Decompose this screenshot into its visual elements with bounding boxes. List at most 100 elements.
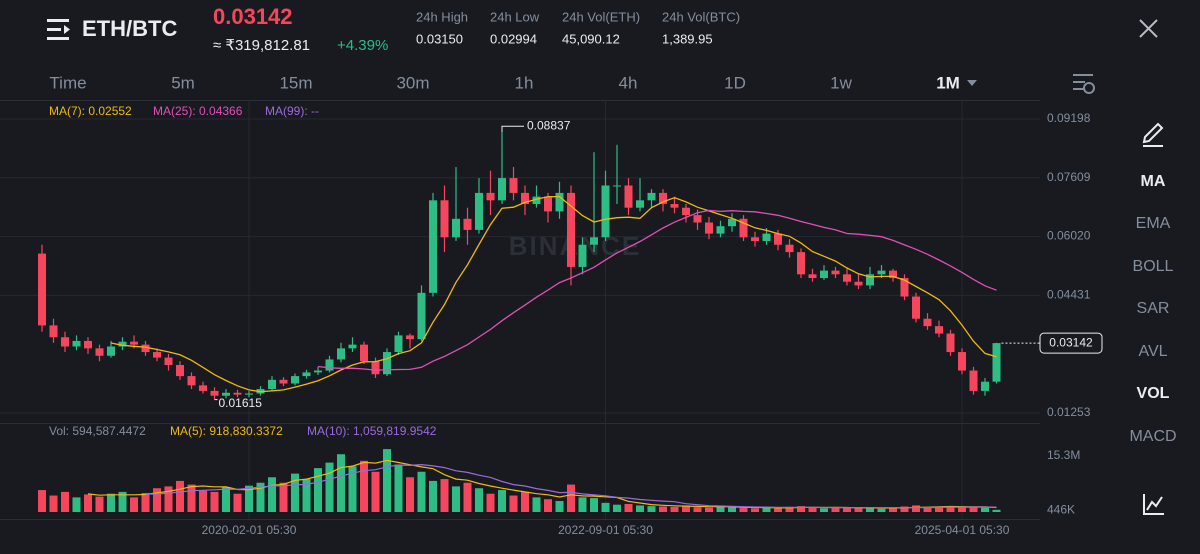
volume-bar: [153, 488, 161, 512]
candle-body: [647, 192, 656, 201]
volume-bar: [544, 499, 552, 512]
interval-tab[interactable]: 1M: [936, 73, 960, 92]
candle-body: [716, 226, 725, 234]
volume-bar: [463, 482, 472, 512]
interval-tab[interactable]: 1h: [515, 73, 534, 92]
candle-body: [659, 192, 667, 205]
indicator-option[interactable]: SAR: [1137, 300, 1170, 317]
candle-body: [797, 252, 805, 275]
volume-bar: [279, 482, 288, 512]
interval-tab[interactable]: 1D: [724, 73, 746, 92]
vol-legend: MA(5): 918,830.3372: [170, 424, 283, 438]
candle-body: [406, 335, 414, 340]
chart-settings-icon[interactable]: [1073, 74, 1095, 94]
candle-body: [889, 270, 897, 279]
x-tick-label: 2025-04-01 05:30: [915, 523, 1010, 537]
indicator-option[interactable]: AVL: [1138, 343, 1167, 360]
volume-bar: [394, 464, 403, 512]
volume-bar: [84, 494, 92, 512]
interval-tab[interactable]: Time: [49, 73, 86, 92]
indicator-option[interactable]: MACD: [1129, 428, 1176, 445]
volume-bar: [406, 477, 414, 512]
candle-body: [486, 192, 495, 201]
vol-ma-line: [145, 463, 997, 509]
volume-bar: [590, 498, 598, 512]
close-icon: [1139, 19, 1158, 38]
vol-legend: Vol: 594,587.4472: [49, 424, 146, 438]
draw-tool-icon[interactable]: [1142, 122, 1164, 147]
fiat-price: ≈ ₹319,812.81: [213, 37, 310, 54]
menu-bar: [47, 28, 61, 31]
panel-border: [0, 100, 1040, 101]
volume-bar: [739, 507, 748, 512]
volume-bar: [49, 495, 58, 512]
volume-bar: [475, 488, 483, 512]
candle-body: [84, 340, 92, 349]
candle-body: [463, 218, 472, 230]
candle-body: [693, 215, 702, 223]
price-tick-label: 0.06020: [1047, 229, 1091, 243]
interval-tab[interactable]: 15m: [279, 73, 312, 92]
ma-legend: MA(7): 0.02552: [49, 104, 132, 118]
candle-body: [601, 185, 610, 238]
low-label: 0.01615: [219, 396, 263, 410]
candle-body: [360, 344, 368, 362]
candle-body: [532, 196, 541, 205]
candle-body: [417, 292, 426, 340]
interval-tab[interactable]: 30m: [396, 73, 429, 92]
price-tick-label: 0.04431: [1047, 288, 1091, 302]
volume-bar: [440, 479, 449, 512]
pair[interactable]: ETH/BTC: [82, 16, 177, 41]
close-button[interactable]: [1139, 19, 1158, 38]
menu-arrow: [64, 25, 70, 34]
indicator-option[interactable]: BOLL: [1133, 258, 1174, 275]
interval-tab[interactable]: 1w: [830, 73, 852, 92]
volume-bar: [118, 491, 127, 512]
volume-bar: [636, 505, 644, 512]
candle-body: [38, 253, 46, 326]
candle-body: [245, 393, 253, 395]
volume-bar: [337, 454, 345, 512]
volume-bar: [728, 507, 736, 512]
candle-body: [877, 270, 886, 275]
candle-body: [141, 344, 150, 353]
indicator-option[interactable]: EMA: [1136, 215, 1171, 232]
ma-legend: MA(99): --: [265, 104, 319, 118]
ma-legend: MA(25): 0.04366: [153, 104, 243, 118]
candle-body: [348, 344, 357, 349]
volume-bar: [647, 506, 656, 512]
candle-body: [900, 278, 909, 297]
candle-body: [774, 233, 782, 245]
indicator-option[interactable]: MA: [1141, 173, 1166, 190]
volume-bar: [946, 506, 955, 512]
indicator-option[interactable]: VOL: [1137, 385, 1170, 402]
candle-body: [739, 218, 748, 238]
volume-bar: [659, 506, 667, 512]
interval-tab[interactable]: 4h: [619, 73, 638, 92]
volume-bar: [912, 505, 920, 512]
volume-bar: [889, 507, 897, 512]
menu-icon[interactable]: [47, 19, 70, 40]
candle-body: [958, 352, 966, 371]
candle-body: [61, 337, 69, 347]
candle-body: [371, 361, 380, 375]
candle-body: [337, 348, 345, 360]
pen: [1142, 122, 1164, 147]
candle-body: [578, 244, 587, 267]
candle-body: [210, 390, 219, 396]
volume-bar: [72, 497, 81, 512]
volume-bar: [843, 507, 851, 512]
candle-body: [682, 207, 690, 216]
high-pointer: [501, 125, 524, 133]
price-tick-label: 0.09198: [1047, 111, 1091, 125]
volume-bar: [900, 506, 909, 512]
candle-body: [325, 359, 334, 371]
fullscreen-chart-icon[interactable]: [1143, 494, 1164, 515]
candle-body: [854, 281, 863, 286]
volume-bar: [452, 486, 460, 512]
volume-bar: [325, 462, 334, 512]
volume-bar: [923, 507, 932, 512]
interval-tab[interactable]: 5m: [171, 73, 195, 92]
candle-body: [544, 196, 552, 212]
